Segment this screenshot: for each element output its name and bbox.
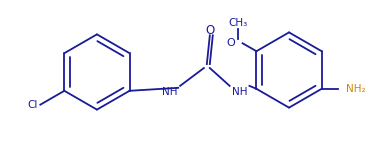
Text: Cl: Cl [27,100,38,110]
Text: NH: NH [162,87,178,97]
Text: CH₃: CH₃ [228,18,247,28]
Text: NH₂: NH₂ [346,84,366,94]
Text: O: O [205,24,214,37]
Text: O: O [226,38,235,48]
Text: NH: NH [232,87,247,97]
